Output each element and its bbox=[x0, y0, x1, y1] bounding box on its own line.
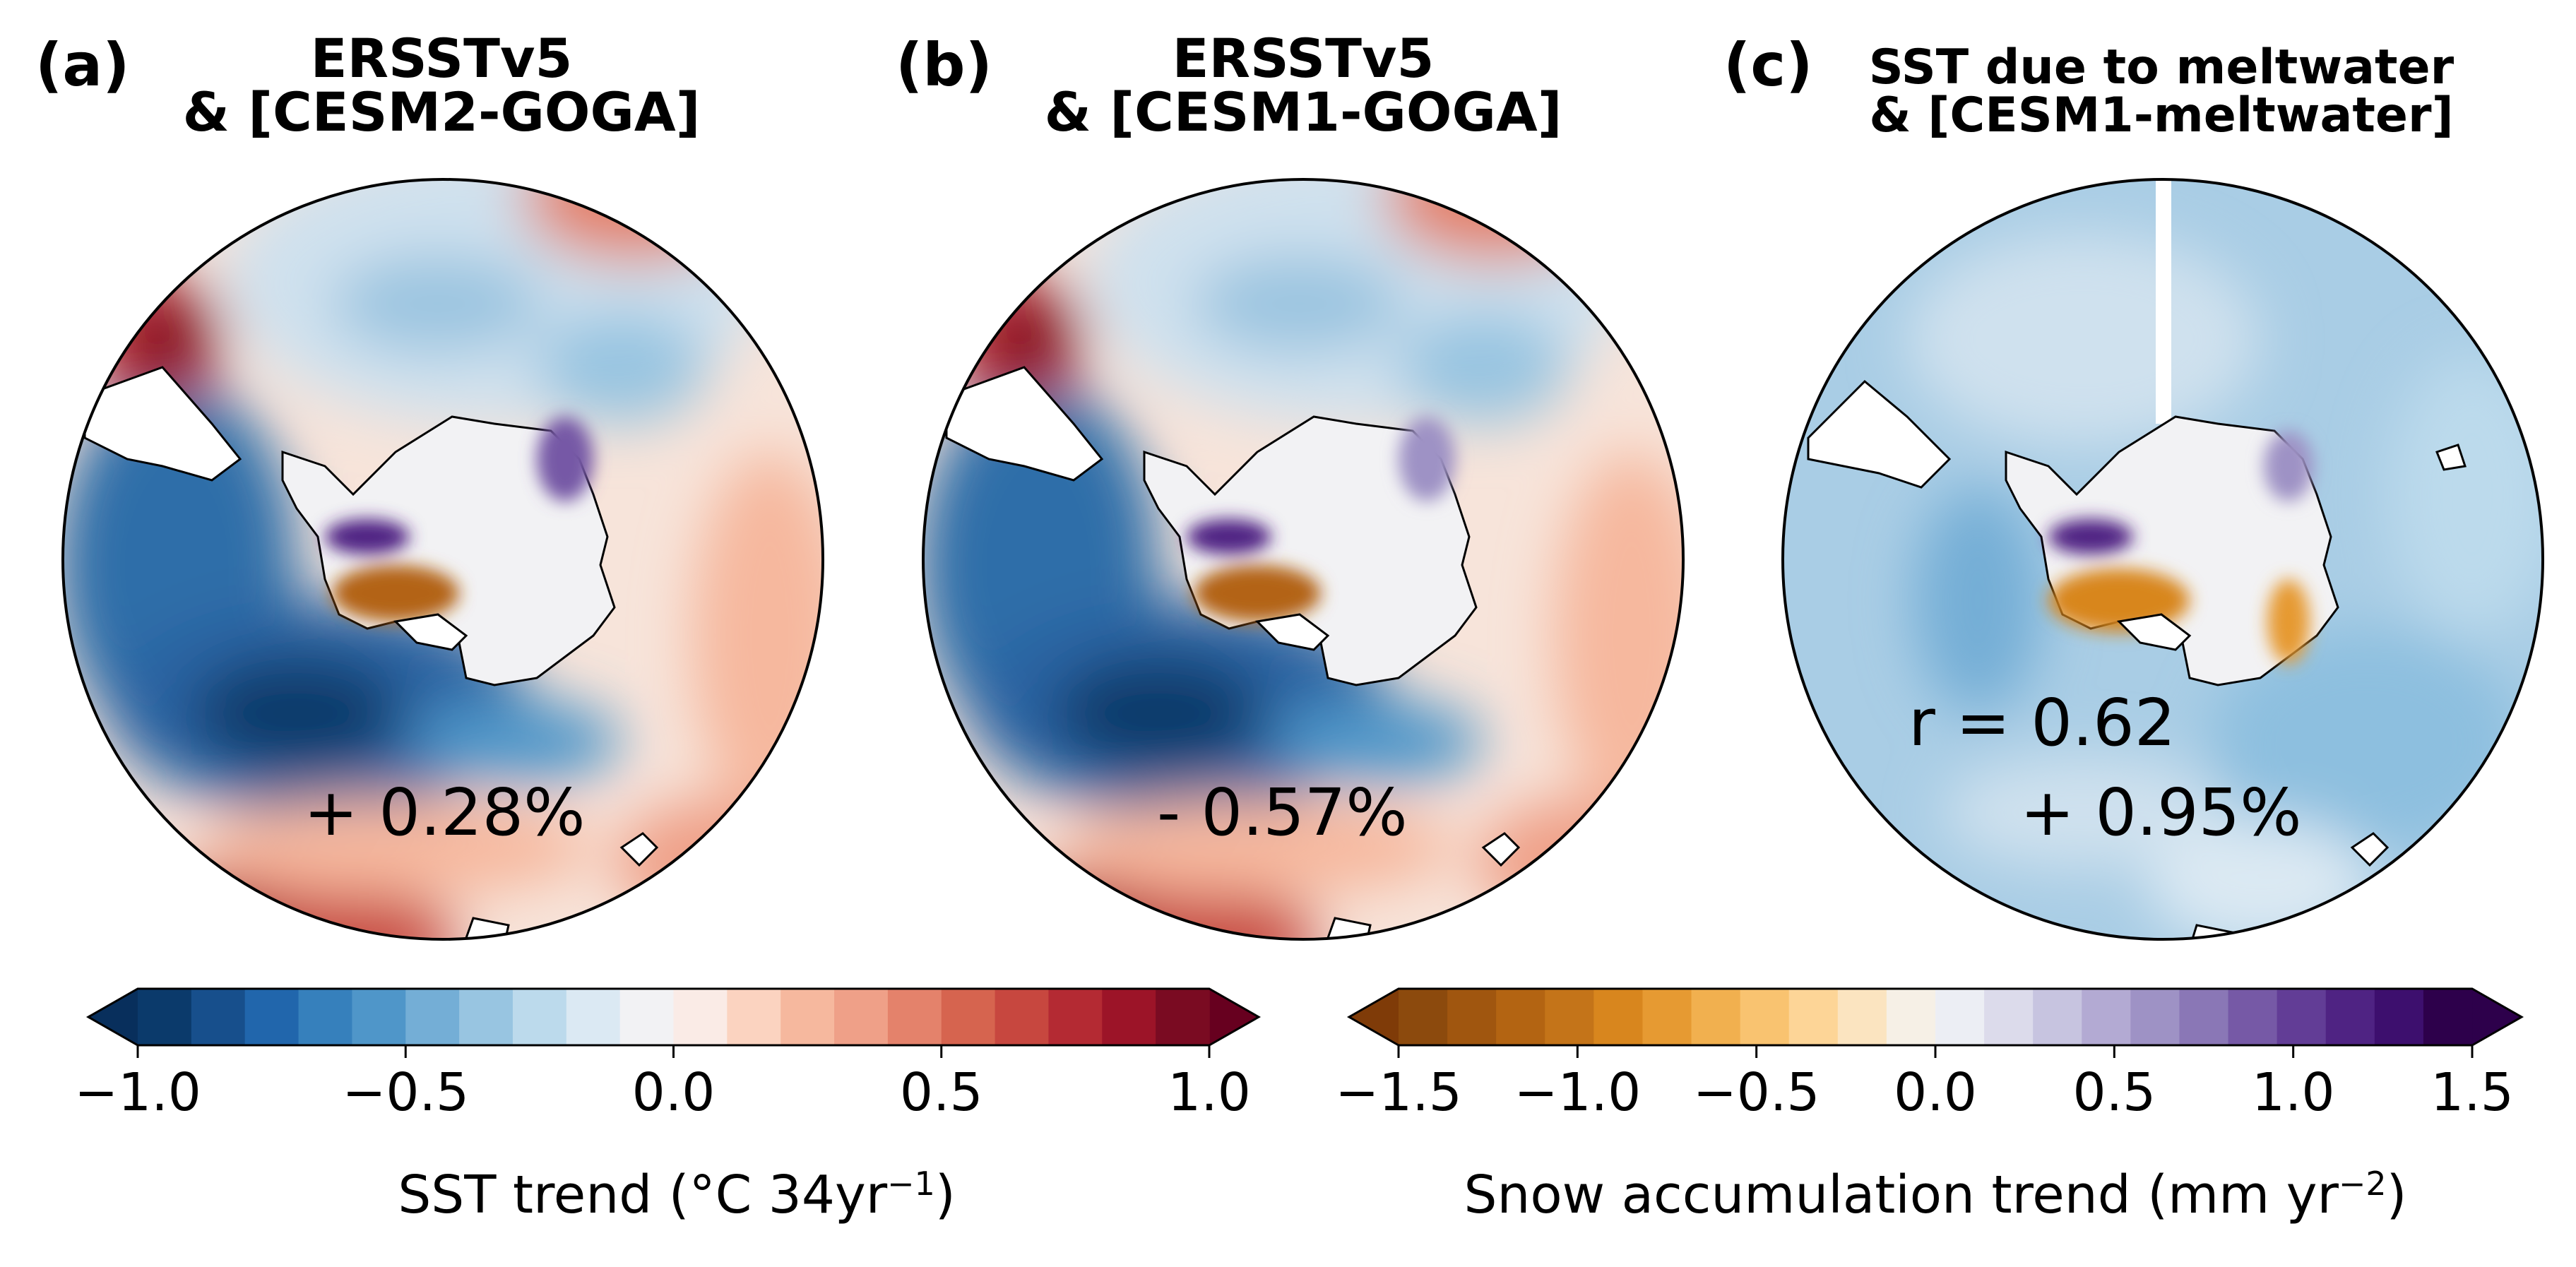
colorbar-snow-title-sup: −2 bbox=[2338, 1164, 2387, 1203]
colorbar-extend-high bbox=[1209, 989, 1259, 1045]
colorbar-bin bbox=[2082, 989, 2132, 1045]
panel-c-title: SST due to meltwater & [CESM1-meltwater] bbox=[1829, 44, 2493, 140]
colorbar-bin bbox=[941, 989, 996, 1045]
colorbar-bin bbox=[2325, 989, 2375, 1045]
colorbar-tick-label: 0.0 bbox=[1894, 1062, 1977, 1123]
colorbar-sst-title-main: SST trend (°C 34yr bbox=[398, 1165, 888, 1225]
colorbar-bin bbox=[2228, 989, 2278, 1045]
colorbar-bin bbox=[566, 989, 621, 1045]
colorbar-bin bbox=[1102, 989, 1156, 1045]
colorbar-tick-label: 0.5 bbox=[899, 1062, 983, 1123]
colorbar-bin bbox=[2130, 989, 2180, 1045]
colorbar-bin bbox=[2277, 989, 2327, 1045]
colorbar-tick-label: 0.5 bbox=[2072, 1062, 2156, 1123]
colorbar-extend-high bbox=[2472, 989, 2522, 1045]
colorbar-bin bbox=[2423, 989, 2473, 1045]
colorbar-bin bbox=[2179, 989, 2229, 1045]
colorbar-bin bbox=[1691, 989, 1741, 1045]
colorbar-tick-label: −1.0 bbox=[74, 1062, 201, 1123]
colorbar-bin bbox=[459, 989, 514, 1045]
colorbar-bin bbox=[1593, 989, 1644, 1045]
colorbar-sst-title-end: ) bbox=[934, 1165, 956, 1225]
colorbar-bin bbox=[1886, 989, 1936, 1045]
colorbar-bin bbox=[780, 989, 835, 1045]
colorbar-bin bbox=[1399, 989, 1448, 1045]
colorbar-bin bbox=[727, 989, 781, 1045]
colorbar-tick-label: −1.0 bbox=[1514, 1062, 1642, 1123]
colorbar-bin bbox=[405, 989, 460, 1045]
colorbar-bin bbox=[191, 989, 246, 1045]
colorbar-bin bbox=[1048, 989, 1103, 1045]
colorbar-tick-label: −0.5 bbox=[342, 1062, 470, 1123]
panel-a-label: (a) bbox=[35, 30, 130, 100]
panel-b-title-line2: & [CESM1-GOGA] bbox=[1044, 81, 1562, 143]
panel-b-label: (b) bbox=[896, 30, 992, 100]
colorbar-bin bbox=[995, 989, 1050, 1045]
colorbar-bin bbox=[1156, 989, 1210, 1045]
colorbar-bin bbox=[1545, 989, 1595, 1045]
colorbar-bin bbox=[352, 989, 407, 1045]
colorbar-bin bbox=[298, 989, 353, 1045]
panel-a-title: ERSSTv5 & [CESM2-GOGA] bbox=[159, 32, 724, 139]
colorbar-bin bbox=[1837, 989, 1887, 1045]
panel-a-title-line1: ERSSTv5 bbox=[310, 27, 573, 90]
colorbar-sst-title-sup: −1 bbox=[887, 1164, 935, 1203]
colorbar-snow-title-end: ) bbox=[2386, 1165, 2407, 1225]
panel-b-percent: - 0.57% bbox=[1157, 775, 1408, 850]
colorbar-extend-low bbox=[88, 989, 138, 1045]
panel-b-title: ERSSTv5 & [CESM1-GOGA] bbox=[1021, 32, 1586, 139]
colorbar-bin bbox=[2374, 989, 2424, 1045]
colorbar-bin bbox=[1642, 989, 1692, 1045]
colorbar-snow-title-main: Snow accumulation trend (mm yr bbox=[1464, 1165, 2339, 1225]
colorbar-tick-label: 1.5 bbox=[2430, 1062, 2514, 1123]
colorbar-bin bbox=[1447, 989, 1497, 1045]
colorbar-bin bbox=[512, 989, 567, 1045]
colorbar-bin bbox=[887, 989, 942, 1045]
colorbar-extend-low bbox=[1349, 989, 1399, 1045]
panel-a-title-line2: & [CESM2-GOGA] bbox=[182, 81, 701, 143]
panel-c-percent: + 0.95% bbox=[2020, 775, 2302, 850]
panel-c-label: (c) bbox=[1723, 30, 1813, 100]
panel-a-percent: + 0.28% bbox=[304, 775, 586, 850]
colorbar-tick-label: 1.0 bbox=[2251, 1062, 2335, 1123]
panel-b-title-line1: ERSSTv5 bbox=[1172, 27, 1435, 90]
colorbar-bin bbox=[834, 989, 889, 1045]
colorbar-bin bbox=[1496, 989, 1546, 1045]
colorbar-tick-label: 0.0 bbox=[631, 1062, 716, 1123]
colorbar-bin bbox=[1740, 989, 1790, 1045]
colorbar-tick-label: −0.5 bbox=[1692, 1062, 1820, 1123]
panel-c-correlation: r = 0.62 bbox=[1909, 685, 2176, 761]
panel-c-title-line1: SST due to meltwater bbox=[1868, 40, 2455, 95]
map-panel-b bbox=[923, 179, 1683, 939]
colorbar-bin bbox=[1935, 989, 1985, 1045]
colorbar-bin bbox=[244, 989, 299, 1045]
map-panel-c bbox=[1783, 179, 2543, 939]
colorbar-bin bbox=[1984, 989, 2034, 1045]
panel-c-title-line2: & [CESM1-meltwater] bbox=[1869, 88, 2454, 143]
colorbar-bin bbox=[619, 989, 675, 1045]
colorbar-bin bbox=[1788, 989, 1839, 1045]
colorbar-bin bbox=[138, 989, 192, 1045]
colorbar-sst-title: SST trend (°C 34yr−1) bbox=[398, 1167, 955, 1221]
colorbar-tick-label: 1.0 bbox=[1168, 1062, 1251, 1123]
colorbar-bin bbox=[673, 989, 728, 1045]
colorbar-snow-title: Snow accumulation trend (mm yr−2) bbox=[1464, 1167, 2406, 1221]
colorbar-bin bbox=[2033, 989, 2083, 1045]
colorbar-tick-label: −1.5 bbox=[1335, 1062, 1462, 1123]
